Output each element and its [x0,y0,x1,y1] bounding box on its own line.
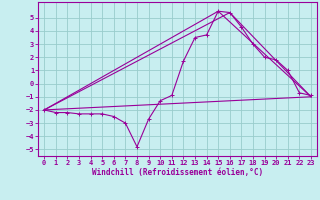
X-axis label: Windchill (Refroidissement éolien,°C): Windchill (Refroidissement éolien,°C) [92,168,263,177]
